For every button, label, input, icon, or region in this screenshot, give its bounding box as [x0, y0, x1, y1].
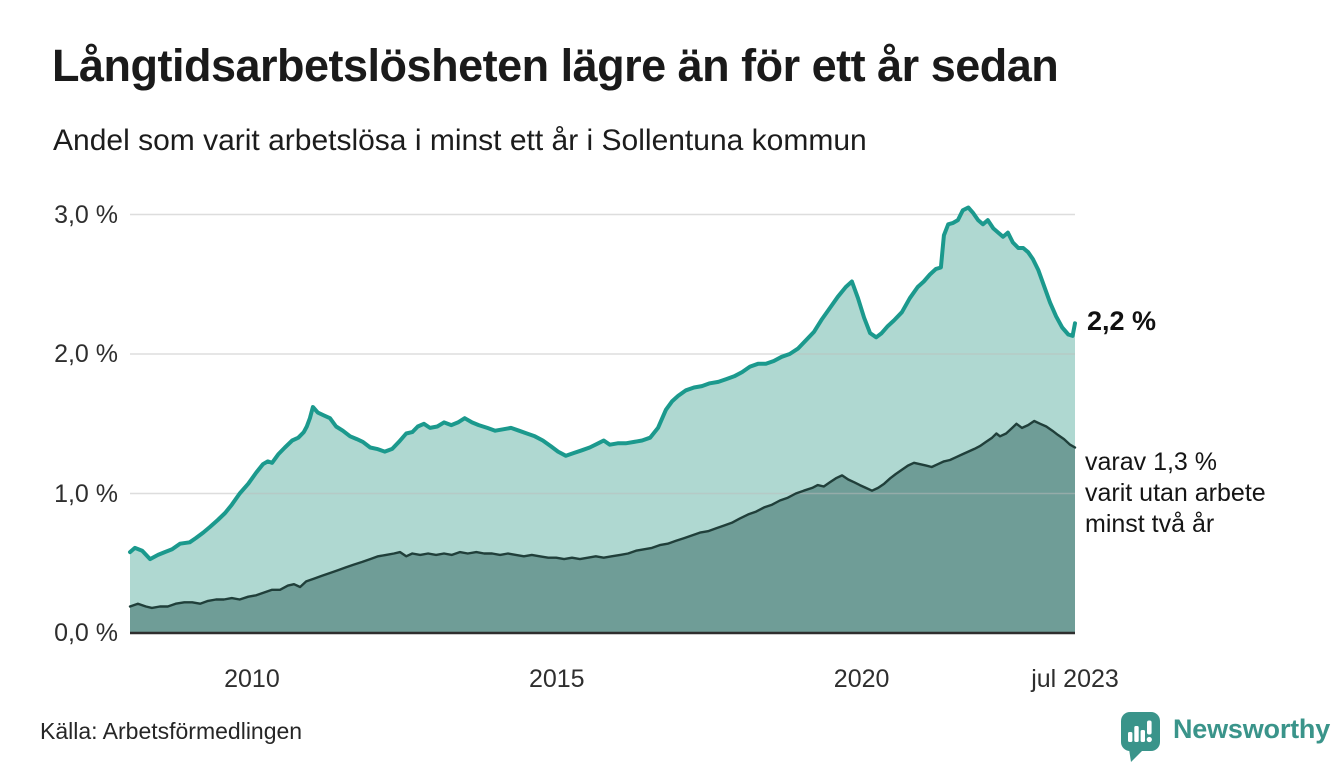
- annotation-line-1: varav 1,3 %: [1085, 448, 1218, 476]
- annotation-line-3: minst två år: [1085, 510, 1215, 538]
- brand-name: Newsworthy: [1173, 714, 1331, 744]
- newsworthy-speech-bubble-icon: [1121, 712, 1160, 762]
- x-tick-label: 2010: [224, 665, 280, 693]
- x-tick-label: 2015: [528, 665, 585, 693]
- y-tick-label: 2,0 %: [54, 340, 118, 368]
- y-tick-label: 3,0 %: [54, 200, 118, 229]
- gridlines: [130, 213, 1075, 495]
- end-label-total-value: 2,2 %: [1087, 306, 1157, 336]
- y-tick-label: 0,0 %: [54, 619, 118, 647]
- annotation-line-2: varit utan arbete: [1085, 479, 1266, 507]
- brand-logo: Newsworthy: [1117, 709, 1330, 763]
- x-tick-label: 2020: [833, 665, 890, 693]
- x-tick-label: jul 2023: [1031, 665, 1119, 693]
- page-title: Långtidsarbetslösheten lägre än för ett …: [52, 40, 1059, 91]
- page-subtitle: Andel som varit arbetslösa i minst ett å…: [53, 124, 867, 157]
- series-two-years-area: [130, 421, 1075, 633]
- y-tick-label: 1,0 %: [54, 479, 118, 508]
- series-two-years-line: [128, 419, 1077, 610]
- end-label-two-years-annotation: varav 1,3 % varit utan arbete minst två …: [1085, 447, 1266, 540]
- series-total-line: [128, 205, 1077, 562]
- source-note: Källa: Arbetsförmedlingen: [40, 718, 303, 744]
